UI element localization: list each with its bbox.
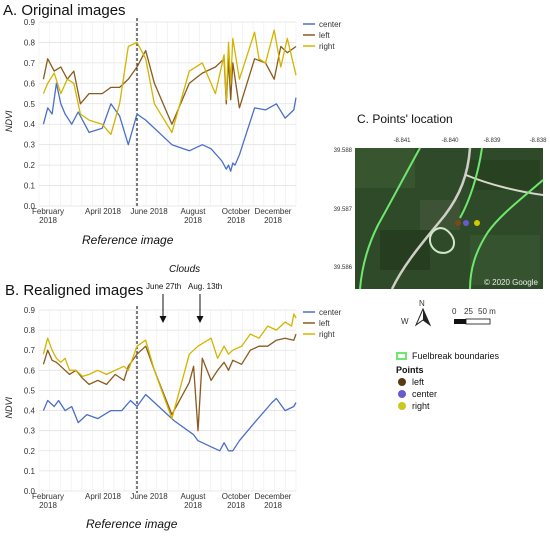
series-line-right: [42, 29, 297, 136]
legend-point-right: right: [396, 400, 499, 412]
legend-label-center: center: [319, 308, 342, 317]
legend-dot-left: [398, 378, 406, 386]
y-tick-label: 0.5: [24, 100, 36, 109]
annotation-june: June 27th: [146, 282, 181, 291]
y-tick-label: 0.9: [24, 306, 36, 315]
annotation-arrow-aug: [196, 294, 204, 323]
legend-points-title: Points: [396, 364, 499, 376]
panel-a-title: A. Original images: [3, 2, 126, 19]
y-tick-label: 0.3: [24, 141, 36, 150]
series-line-center: [42, 393, 297, 452]
map-legend: Fuelbreak boundaries Points left center …: [396, 350, 499, 412]
y-tick-label: 0.0: [24, 202, 36, 211]
y-tick-label: 0.1: [24, 182, 36, 191]
x-tick-label: April 2018: [85, 207, 122, 216]
y-tick-label: 0.4: [24, 120, 36, 129]
clouds-label: Clouds: [169, 264, 200, 275]
chart-b: 0.0 0.1 0.2 0.3 0.4 0.5 0.6 0.7 0.8 0.9 February 20…: [4, 306, 342, 510]
x-tick-label: October 2018: [222, 492, 251, 510]
x-tick-label: February 2018: [32, 492, 64, 510]
y-tick-label: 0.1: [24, 467, 36, 476]
legend-point-left: left: [396, 376, 499, 388]
legend-label-left: left: [319, 319, 330, 328]
series-line-right: [42, 313, 297, 420]
y-tick-label: 0.6: [24, 79, 36, 88]
x-tick-label: December 2018: [255, 207, 292, 225]
legend-dot-center: [398, 390, 406, 398]
legend-label-left: left: [319, 31, 330, 40]
y-tick-label: 0.6: [24, 366, 36, 375]
x-tick-label: October 2018: [222, 207, 251, 225]
y-tick-label: 0.4: [24, 407, 36, 416]
legend-dot-right: [398, 402, 406, 410]
legend-label-right: right: [319, 42, 335, 51]
series-line-center: [42, 82, 297, 172]
y-tick-label: 0.2: [24, 161, 36, 170]
x-tick-label: June 2018: [130, 492, 168, 501]
series-line-left: [42, 333, 297, 432]
chart-a: 0.0 0.1 0.2 0.3 0.4 0.5 0.6 0.7 0.8 0.9 February 20…: [4, 18, 342, 225]
panel-b-title: B. Realigned images: [5, 282, 144, 299]
legend-point-center: center: [396, 388, 499, 400]
legend-fuelbreak-label: Fuelbreak boundaries: [412, 351, 500, 361]
x-tick-label: June 2018: [130, 207, 168, 216]
x-tick-label: August 2018: [181, 492, 207, 510]
legend-label-center: center: [319, 20, 342, 29]
y-axis-label: NDVI: [4, 396, 14, 418]
y-tick-label: 0.2: [24, 447, 36, 456]
fuelbreak-swatch: [396, 352, 407, 360]
legend-label-right: right: [319, 330, 335, 339]
y-tick-label: 0.3: [24, 427, 36, 436]
y-tick-label: 0.8: [24, 326, 36, 335]
legend-right-label: right: [412, 401, 430, 411]
legend-center-label: center: [412, 389, 438, 399]
x-tick-label: April 2018: [85, 492, 122, 501]
x-tick-label: December 2018: [255, 492, 292, 510]
panel-c-title: C. Points' location: [357, 112, 453, 126]
x-tick-label: August 2018: [181, 207, 207, 225]
y-tick-label: 0.8: [24, 38, 36, 47]
annotation-aug: Aug. 13th: [188, 282, 222, 291]
legend-left-label: left: [412, 377, 425, 387]
panel-a-reference-label: Reference image: [82, 233, 174, 247]
series-line-left: [42, 45, 297, 125]
y-tick-label: 0.9: [24, 18, 36, 27]
y-tick-label: 0.5: [24, 386, 36, 395]
panel-b-reference-label: Reference image: [86, 517, 178, 531]
y-tick-label: 0.7: [24, 59, 36, 68]
legend-points-title-text: Points: [396, 365, 424, 375]
annotation-arrow-june: [159, 294, 167, 323]
y-tick-label: 0.7: [24, 346, 36, 355]
x-tick-label: February 2018: [32, 207, 64, 225]
y-axis-label: NDVI: [4, 110, 14, 132]
legend-fuelbreak-row: Fuelbreak boundaries: [396, 350, 499, 362]
y-tick-label: 0.0: [24, 487, 36, 496]
